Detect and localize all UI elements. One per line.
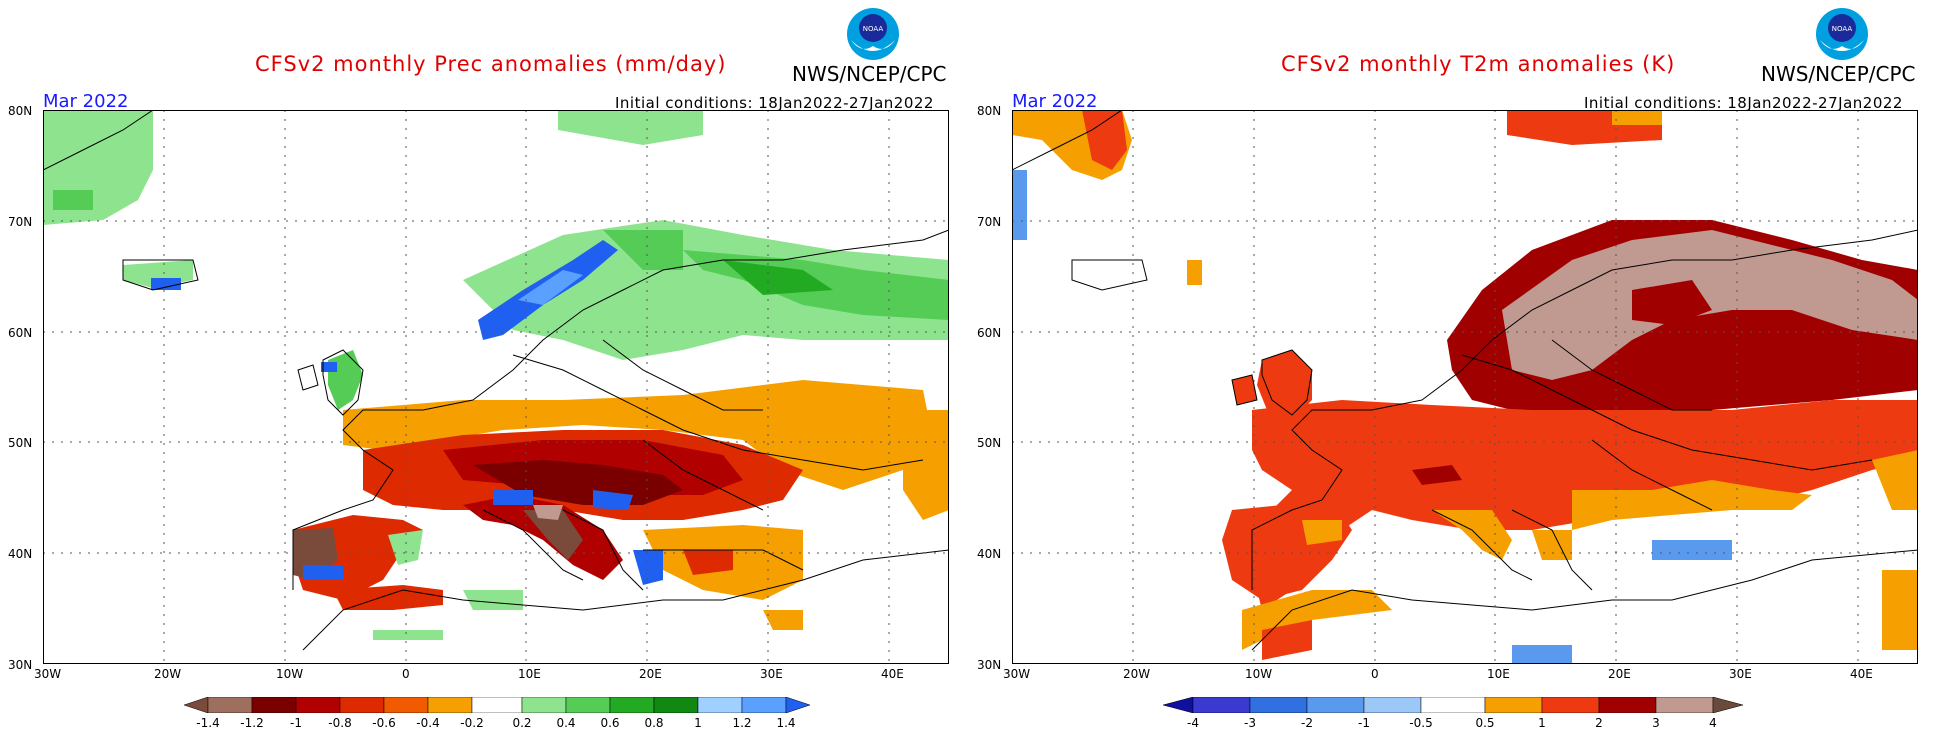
lat-label: 40N xyxy=(977,547,1002,561)
lon-label: 10E xyxy=(518,667,541,681)
noaa-logo-icon: NOAA xyxy=(845,6,901,62)
lon-label: 20E xyxy=(639,667,662,681)
lat-label: 80N xyxy=(8,104,33,118)
colorbar-tick: 0.2 xyxy=(512,716,532,730)
colorbar-tick: 4 xyxy=(1709,716,1717,730)
lon-label: 0 xyxy=(1371,667,1379,681)
temperature-anomaly-map xyxy=(1012,110,1918,664)
colorbar-tick: -0.2 xyxy=(460,716,484,730)
temperature-title: CFSv2 monthly T2m anomalies (K) xyxy=(1281,52,1676,76)
lon-label: 10E xyxy=(1487,667,1510,681)
lon-label: 40E xyxy=(881,667,904,681)
colorbar-tick: -4 xyxy=(1187,716,1199,730)
colorbar-tick: -1.2 xyxy=(240,716,264,730)
noaa-logo-icon: NOAA xyxy=(1814,6,1870,62)
lon-label: 40E xyxy=(1850,667,1873,681)
colorbar-tick: 0.5 xyxy=(1475,716,1495,730)
agency-label: NWS/NCEP/CPC xyxy=(1761,62,1916,86)
svg-text:NOAA: NOAA xyxy=(1832,25,1853,33)
lon-label: 0 xyxy=(402,667,410,681)
colorbar-tick: 2 xyxy=(1595,716,1603,730)
colorbar-tick: 0.8 xyxy=(644,716,664,730)
colorbar-tick: 1 xyxy=(694,716,702,730)
initial-conditions: Initial conditions: 18Jan2022-27Jan2022 xyxy=(1584,94,1903,112)
lat-label: 70N xyxy=(977,215,1002,229)
colorbar-tick: -0.4 xyxy=(416,716,440,730)
svg-text:NOAA: NOAA xyxy=(863,25,884,33)
temperature-colorbar xyxy=(1163,697,1743,713)
lat-label: 50N xyxy=(977,436,1002,450)
temperature-panel: NOAA CFSv2 monthly T2m anomalies (K) NWS… xyxy=(969,0,1938,750)
lon-label: 20E xyxy=(1608,667,1631,681)
lon-label: 30W xyxy=(1003,667,1031,681)
colorbar-tick: -3 xyxy=(1244,716,1256,730)
lon-label: 20W xyxy=(154,667,182,681)
forecast-month: Mar 2022 xyxy=(1012,91,1098,112)
colorbar-tick: -1.4 xyxy=(196,716,220,730)
colorbar-tick: -1 xyxy=(290,716,302,730)
colorbar-tick: -0.8 xyxy=(328,716,352,730)
colorbar-tick: 1.4 xyxy=(776,716,796,730)
lat-label: 50N xyxy=(8,436,33,450)
lat-label: 30N xyxy=(977,658,1002,672)
lon-label: 10W xyxy=(276,667,304,681)
lon-label: 30E xyxy=(1729,667,1752,681)
initial-conditions: Initial conditions: 18Jan2022-27Jan2022 xyxy=(615,94,934,112)
colorbar-tick: -0.5 xyxy=(1409,716,1433,730)
lat-label: 60N xyxy=(977,326,1002,340)
colorbar-tick: -1 xyxy=(1358,716,1370,730)
colorbar-tick: 1 xyxy=(1538,716,1546,730)
lon-label: 20W xyxy=(1123,667,1151,681)
lat-label: 70N xyxy=(8,215,33,229)
colorbar-tick: -2 xyxy=(1301,716,1313,730)
lat-label: 30N xyxy=(8,658,33,672)
lon-label: 30E xyxy=(760,667,783,681)
colorbar-tick: 3 xyxy=(1652,716,1660,730)
agency-label: NWS/NCEP/CPC xyxy=(792,62,947,86)
colorbar-tick: 0.4 xyxy=(556,716,576,730)
lon-label: 30W xyxy=(34,667,62,681)
lat-label: 60N xyxy=(8,326,33,340)
colorbar-tick: 0.6 xyxy=(600,716,620,730)
forecast-month: Mar 2022 xyxy=(43,91,129,112)
precip-anomaly-map xyxy=(43,110,949,664)
lat-label: 80N xyxy=(977,104,1002,118)
precip-panel: NOAA CFSv2 monthly Prec anomalies (mm/da… xyxy=(8,6,949,730)
precip-colorbar xyxy=(184,697,810,713)
precip-title: CFSv2 monthly Prec anomalies (mm/day) xyxy=(255,52,727,76)
colorbar-tick: 1.2 xyxy=(732,716,752,730)
lon-label: 10W xyxy=(1245,667,1273,681)
lat-label: 40N xyxy=(8,547,33,561)
colorbar-tick: -0.6 xyxy=(372,716,396,730)
